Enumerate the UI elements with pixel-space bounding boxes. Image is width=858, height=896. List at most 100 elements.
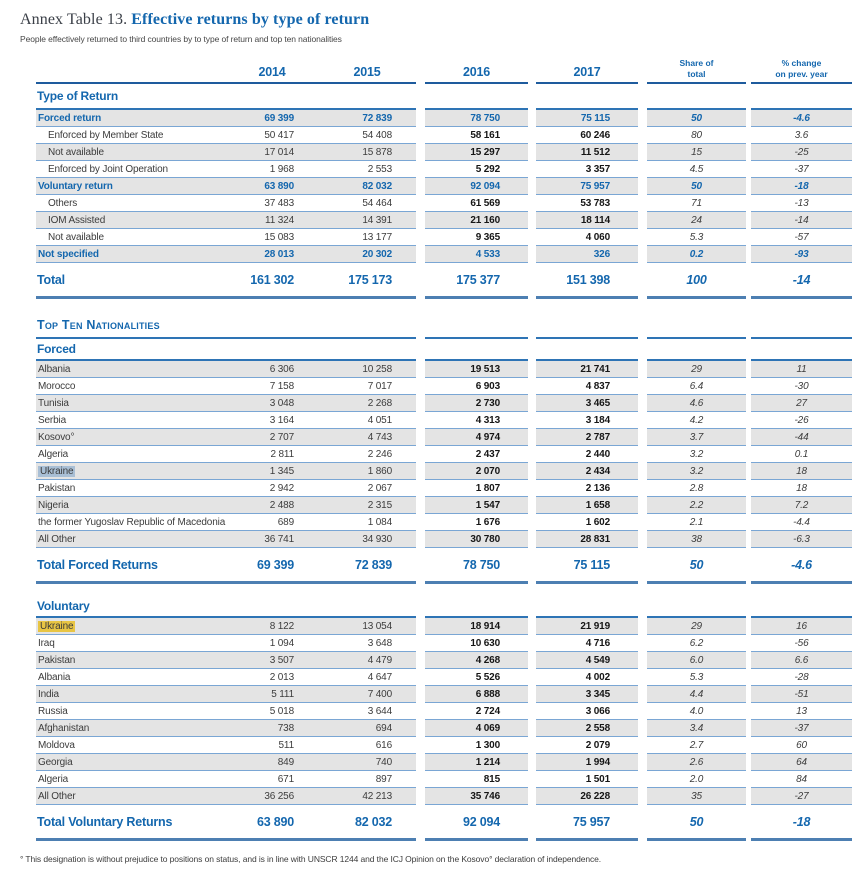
share-of-total: 6.2 bbox=[647, 635, 746, 653]
table-row: Serbia 3 164 4 051 4 313 3 184 4.2 -26 bbox=[36, 412, 852, 430]
column-gap bbox=[416, 754, 425, 772]
value-2014: 2 811 bbox=[226, 446, 318, 464]
column-gap bbox=[746, 463, 751, 481]
value-2016: 6 903 bbox=[425, 378, 528, 396]
share-of-total: 3.2 bbox=[647, 463, 746, 481]
value-2015: 54 464 bbox=[318, 195, 416, 213]
value-2014: 511 bbox=[226, 737, 318, 755]
section-heading: Top Ten Nationalities bbox=[36, 313, 226, 340]
column-gap bbox=[638, 378, 647, 396]
table-row: Enforced by Joint Operation 1 968 2 553 5 2… bbox=[36, 161, 852, 179]
row-label: Enforced by Member State bbox=[36, 127, 226, 145]
column-gap bbox=[416, 313, 425, 340]
pct-change: 13 bbox=[751, 703, 852, 721]
row-label: All Other bbox=[36, 788, 226, 806]
column-gap bbox=[528, 548, 536, 585]
column-gap bbox=[746, 480, 751, 498]
section-heading-row: Forced bbox=[36, 339, 852, 362]
table-row: Tunisia 3 048 2 268 2 730 3 465 4.6 27 bbox=[36, 395, 852, 413]
value-2017: 2 136 bbox=[536, 480, 638, 498]
table-row: Kosovo° 2 707 4 743 4 974 2 787 3.7 -44 bbox=[36, 429, 852, 447]
column-gap bbox=[746, 339, 751, 362]
table-row: Albania 2 013 4 647 5 526 4 002 5.3 -28 bbox=[36, 669, 852, 687]
value-2016: 5 526 bbox=[425, 669, 528, 687]
empty-cell bbox=[536, 84, 638, 111]
share-of-total: 2.1 bbox=[647, 514, 746, 532]
value-2016: 18 914 bbox=[425, 618, 528, 636]
pct-change: -18 bbox=[751, 178, 852, 196]
column-gap bbox=[528, 361, 536, 379]
value-2016: 4 533 bbox=[425, 246, 528, 264]
column-gap bbox=[416, 771, 425, 789]
row-label: Nigeria bbox=[36, 497, 226, 515]
section-heading-label: Forced bbox=[37, 342, 76, 357]
column-gap bbox=[746, 720, 751, 738]
page-title: Annex Table 13. Effective returns by typ… bbox=[20, 10, 852, 29]
kosovo-footnote: ° This designation is without prejudice … bbox=[20, 854, 602, 865]
column-gap bbox=[416, 161, 425, 179]
value-2017: 3 465 bbox=[536, 395, 638, 413]
value-2017: 151 398 bbox=[536, 263, 638, 300]
row-label: Moldova bbox=[36, 737, 226, 755]
column-gap bbox=[746, 246, 751, 264]
value-2016: 61 569 bbox=[425, 195, 528, 213]
row-label: the former Yugoslav Republic of Macedoni… bbox=[36, 514, 226, 532]
value-2014: 1 968 bbox=[226, 161, 318, 179]
value-2017: 2 434 bbox=[536, 463, 638, 481]
column-gap bbox=[638, 548, 647, 585]
pct-change: 6.6 bbox=[751, 652, 852, 670]
row-label: Pakistan bbox=[36, 652, 226, 670]
column-gap bbox=[746, 144, 751, 162]
column-gap bbox=[528, 446, 536, 464]
column-gap bbox=[638, 246, 647, 264]
total-label: Total Voluntary Returns bbox=[36, 805, 226, 842]
empty-cell bbox=[425, 313, 528, 340]
row-label: Voluntary return bbox=[36, 178, 226, 196]
column-gap bbox=[528, 805, 536, 842]
header-pct-change: % change on prev. year bbox=[751, 50, 852, 85]
column-gap bbox=[638, 754, 647, 772]
column-gap bbox=[746, 110, 751, 128]
column-gap bbox=[528, 703, 536, 721]
column-gap bbox=[528, 229, 536, 247]
share-of-total: 0.2 bbox=[647, 246, 746, 264]
column-gap bbox=[528, 429, 536, 447]
row-label: Ukraine bbox=[36, 618, 226, 636]
value-2015: 4 647 bbox=[318, 669, 416, 687]
column-gap bbox=[638, 412, 647, 430]
header-2014: 2014 bbox=[226, 50, 318, 85]
column-gap bbox=[416, 531, 425, 549]
row-label: Serbia bbox=[36, 412, 226, 430]
value-2016: 6 888 bbox=[425, 686, 528, 704]
value-2014: 1 094 bbox=[226, 635, 318, 653]
value-2014: 3 048 bbox=[226, 395, 318, 413]
empty-cell bbox=[751, 84, 852, 111]
value-2014: 3 507 bbox=[226, 652, 318, 670]
empty-cell bbox=[647, 313, 746, 340]
value-2015: 4 743 bbox=[318, 429, 416, 447]
section-heading-label: Voluntary bbox=[37, 599, 90, 614]
table-row: IOM Assisted 11 324 14 391 21 160 18 114 24 -1… bbox=[36, 212, 852, 230]
section-heading-row: Type of Return bbox=[36, 84, 852, 111]
value-2016: 1 676 bbox=[425, 514, 528, 532]
value-2017: 2 079 bbox=[536, 737, 638, 755]
column-gap bbox=[528, 110, 536, 128]
column-gap bbox=[416, 652, 425, 670]
share-of-total: 29 bbox=[647, 618, 746, 636]
row-label: Algeria bbox=[36, 446, 226, 464]
value-2016: 35 746 bbox=[425, 788, 528, 806]
value-2017: 3 345 bbox=[536, 686, 638, 704]
column-gap bbox=[746, 652, 751, 670]
value-2016: 2 070 bbox=[425, 463, 528, 481]
column-gap bbox=[638, 178, 647, 196]
column-gap bbox=[638, 463, 647, 481]
column-gap bbox=[528, 514, 536, 532]
value-2016: 1 300 bbox=[425, 737, 528, 755]
value-2014: 2 707 bbox=[226, 429, 318, 447]
share-of-total: 3.4 bbox=[647, 720, 746, 738]
column-gap bbox=[416, 497, 425, 515]
column-gap bbox=[528, 720, 536, 738]
value-2015: 72 839 bbox=[318, 110, 416, 128]
section-heading: Type of Return bbox=[36, 84, 226, 111]
column-gap bbox=[638, 429, 647, 447]
